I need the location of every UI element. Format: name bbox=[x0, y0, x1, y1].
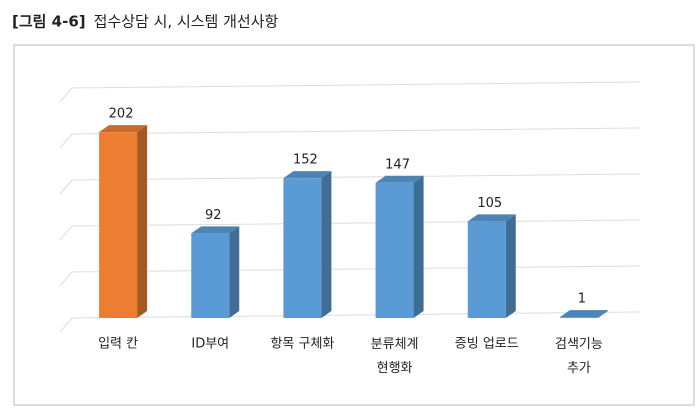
x-tick-label: ID부여 bbox=[191, 337, 229, 352]
grid-line bbox=[71, 173, 641, 181]
bar-top bbox=[375, 175, 424, 183]
grid-line bbox=[71, 311, 641, 319]
bar bbox=[99, 132, 138, 318]
bar bbox=[467, 221, 506, 318]
value-label: 152 bbox=[293, 153, 318, 168]
chart-frame bbox=[13, 44, 695, 406]
bar bbox=[191, 233, 230, 318]
bar-side bbox=[321, 171, 332, 318]
bar-top bbox=[191, 226, 240, 234]
bar bbox=[283, 178, 322, 318]
value-label: 105 bbox=[477, 196, 502, 211]
grid-line bbox=[59, 133, 73, 149]
grid-line bbox=[71, 265, 641, 273]
bar-side bbox=[229, 226, 240, 318]
x-tick-label: 입력 칸 bbox=[98, 337, 138, 352]
bar bbox=[375, 182, 414, 318]
bar bbox=[559, 317, 598, 318]
x-tick-label: 증빙 업로드 bbox=[455, 337, 519, 352]
figure-label: [그림 4-6] bbox=[12, 13, 86, 31]
grid-line bbox=[59, 317, 73, 333]
x-tick-label: 검색기능 추가 bbox=[555, 337, 603, 376]
value-label: 92 bbox=[205, 208, 222, 223]
chart-title: 접수상담 시, 시스템 개선사항 bbox=[94, 13, 279, 31]
bar-top bbox=[99, 125, 148, 133]
value-label: 202 bbox=[109, 107, 134, 122]
bar-side bbox=[597, 310, 608, 318]
grid-line bbox=[71, 219, 641, 227]
bar-side bbox=[505, 214, 516, 318]
x-tick-label: 분류체계 현행화 bbox=[371, 337, 419, 376]
grid-line bbox=[71, 81, 641, 89]
grid-line bbox=[59, 271, 73, 287]
value-label: 1 bbox=[578, 292, 586, 307]
bar-top bbox=[283, 171, 332, 179]
grid-line bbox=[59, 87, 73, 103]
grid-line bbox=[59, 225, 73, 241]
bar-side bbox=[413, 175, 424, 318]
grid-line bbox=[71, 127, 641, 135]
x-tick-label: 항목 구체화 bbox=[270, 337, 334, 352]
bar-side bbox=[137, 125, 148, 318]
grid-line bbox=[59, 179, 73, 195]
bar-top bbox=[467, 214, 516, 222]
bar-top bbox=[559, 310, 608, 318]
value-label: 147 bbox=[385, 157, 410, 172]
